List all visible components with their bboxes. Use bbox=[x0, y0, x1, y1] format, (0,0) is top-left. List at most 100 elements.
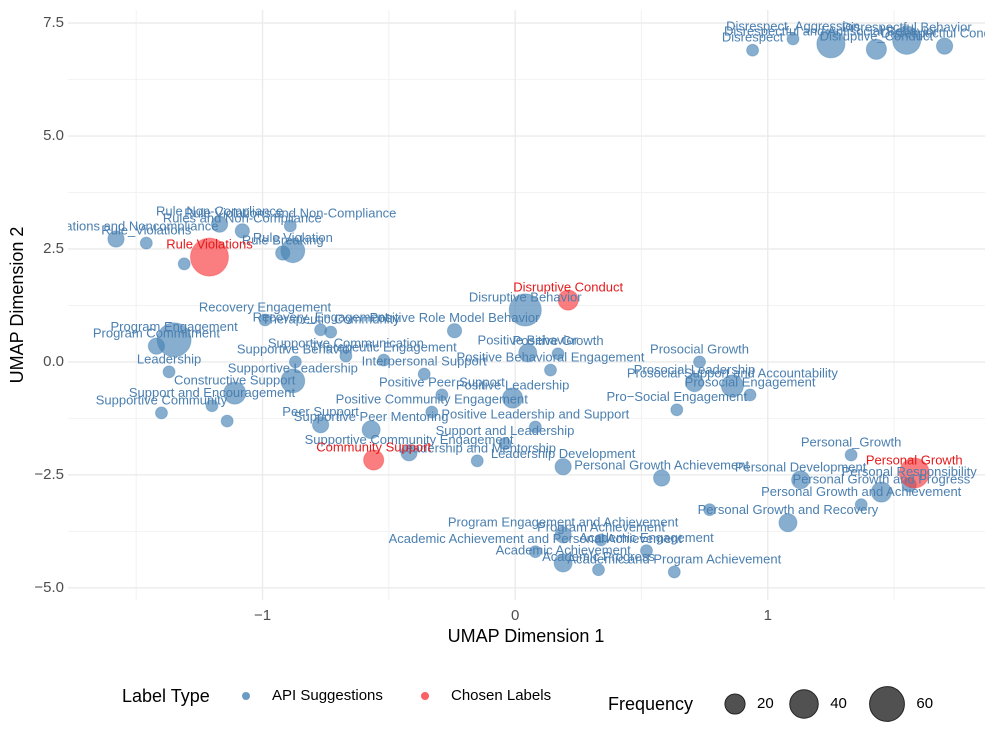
point bbox=[870, 481, 892, 503]
point-label: Leadership bbox=[137, 351, 201, 366]
point bbox=[324, 325, 338, 339]
point bbox=[470, 454, 484, 468]
point-label: Rule Violation bbox=[253, 230, 333, 245]
point bbox=[275, 245, 291, 261]
point-label: Supportive Behavior bbox=[237, 341, 355, 356]
point-label: Prosocial Engagement bbox=[685, 374, 816, 389]
point-label: Personal Growth bbox=[866, 452, 963, 467]
point bbox=[791, 470, 811, 490]
point bbox=[435, 388, 449, 402]
point bbox=[778, 513, 798, 533]
point-label: Academic Achievement and Personal Achiev… bbox=[389, 531, 683, 546]
point-label: Rule Breaking bbox=[242, 232, 324, 247]
point-label: Rule Violations and Non-Compliance bbox=[184, 205, 396, 220]
point bbox=[816, 29, 846, 59]
point-label: Academic Achievement bbox=[496, 542, 632, 557]
point-label: Personal Growth and Progress bbox=[793, 471, 971, 486]
point bbox=[288, 355, 302, 369]
point bbox=[720, 374, 744, 398]
point bbox=[107, 230, 125, 248]
point bbox=[786, 32, 800, 46]
point-label: Academic Progress bbox=[542, 549, 655, 564]
plot-area: Disrespectful and Antisocial BehaviorDis… bbox=[13, 18, 985, 579]
point bbox=[162, 365, 176, 379]
point-label: Personal Development bbox=[735, 459, 867, 474]
point bbox=[544, 363, 557, 377]
point bbox=[155, 406, 168, 420]
point-label: Leadership and Mentorship bbox=[398, 440, 556, 455]
point-label: Disrespectful and Antisocial Behavior bbox=[724, 23, 939, 38]
point-label: Positive Behavior bbox=[478, 332, 579, 347]
point-label: Positive Peer Support bbox=[379, 374, 505, 389]
point bbox=[528, 545, 542, 559]
point bbox=[147, 337, 166, 355]
point-label: Interpersonal Support bbox=[362, 354, 487, 369]
y-tick-label: −5.0 bbox=[34, 579, 64, 596]
point-label: Positive Growth bbox=[513, 333, 604, 348]
point bbox=[508, 293, 542, 327]
point bbox=[653, 469, 671, 487]
point-label: Rule Violations bbox=[166, 237, 253, 252]
x-tick-label: 1 bbox=[764, 607, 772, 624]
size-legend-label: 20 bbox=[757, 695, 774, 712]
point bbox=[667, 565, 681, 579]
point bbox=[446, 323, 463, 339]
point-label: Support and Encouragement bbox=[129, 385, 296, 400]
point bbox=[312, 416, 330, 434]
point-label: Leadership Development bbox=[491, 446, 636, 461]
point-label: Constructive Support bbox=[174, 373, 296, 388]
size-legend-circle bbox=[869, 686, 905, 722]
point-label: Community Support bbox=[316, 439, 431, 454]
point-label: Positive Leadership and Support bbox=[441, 406, 629, 421]
point-label: Program Engagement bbox=[111, 319, 239, 334]
point-label: Positive Role Model Behavior bbox=[370, 310, 540, 325]
point bbox=[280, 368, 306, 394]
point bbox=[400, 444, 418, 462]
legend-label: API Suggestions bbox=[272, 687, 383, 704]
point-label: Supportive Community Engagement bbox=[305, 432, 514, 447]
legend-title: Label Type bbox=[122, 686, 210, 706]
point bbox=[425, 405, 439, 419]
point-label: Personal Growth Achievement bbox=[574, 457, 749, 472]
point-label: Positive Leadership bbox=[456, 378, 569, 393]
point bbox=[377, 353, 391, 367]
point bbox=[518, 343, 538, 363]
point bbox=[854, 498, 868, 512]
legend-swatch bbox=[421, 692, 429, 700]
point-label: Rule Violations and Noncompliance bbox=[13, 218, 218, 233]
y-tick-label: −2.5 bbox=[34, 466, 64, 483]
point-label: Supportive Community bbox=[96, 392, 228, 407]
point bbox=[684, 373, 704, 393]
x-axis-title: UMAP Dimension 1 bbox=[448, 626, 605, 646]
size-legend-circle bbox=[724, 693, 746, 715]
point-label: Disrespect_Aggression bbox=[726, 18, 860, 33]
point-label: Personal Growth and Achievement bbox=[761, 484, 962, 499]
point-label: Academic Engagement bbox=[579, 530, 714, 545]
point bbox=[844, 448, 858, 462]
point bbox=[746, 43, 760, 57]
point bbox=[205, 399, 219, 413]
point-label: Support and Leadership bbox=[436, 423, 575, 438]
grid bbox=[68, 10, 985, 600]
point-label: Personal Growth and Recovery bbox=[698, 502, 879, 517]
point-label: Rule_Violations bbox=[101, 223, 192, 238]
point-label: Rules and Non-Compliance bbox=[163, 210, 322, 225]
point bbox=[223, 381, 247, 405]
size-legend-label: 60 bbox=[916, 695, 933, 712]
point bbox=[363, 449, 385, 471]
y-tick-label: 5.0 bbox=[43, 127, 64, 144]
point-label: Program Engagement and Achievement bbox=[448, 514, 679, 529]
legend-label: Chosen Labels bbox=[451, 687, 551, 704]
point-label: Disruptive_Conduct bbox=[820, 29, 934, 44]
axes: −1 0 1 −5.0 −2.5 0.0 2.5 5.0 7.5 bbox=[34, 14, 772, 624]
point bbox=[703, 503, 717, 517]
point bbox=[210, 215, 229, 233]
point-label: Prosocial Leadership bbox=[634, 362, 755, 377]
y-tick-label: 7.5 bbox=[43, 14, 64, 31]
point bbox=[417, 367, 431, 381]
point-label: Recovery Engagement bbox=[199, 299, 332, 314]
point bbox=[498, 437, 512, 451]
point bbox=[898, 457, 930, 489]
point-label: Personal_Growth bbox=[801, 434, 901, 449]
